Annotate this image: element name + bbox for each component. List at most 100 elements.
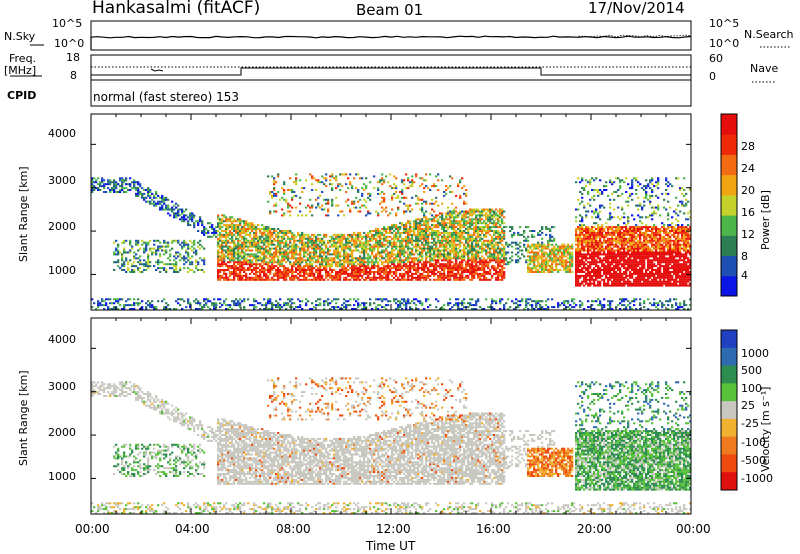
heatmap-cell [251, 249, 254, 252]
heatmap-cell [227, 255, 230, 258]
heatmap-cell [325, 235, 328, 238]
heatmap-cell [415, 237, 418, 240]
heatmap-cell [429, 304, 432, 307]
heatmap-cell [525, 298, 528, 301]
heatmap-cell [237, 230, 240, 232]
heatmap-cell [511, 300, 514, 303]
heatmap-cell [493, 249, 496, 252]
heatmap-cell [217, 214, 220, 217]
heatmap-cell [415, 226, 418, 229]
heatmap-cell [331, 198, 334, 201]
heatmap-cell [111, 302, 114, 305]
heatmap-cell [441, 249, 444, 252]
heatmap-cell [355, 267, 358, 270]
heatmap-cell [443, 278, 446, 281]
heatmap-cell [231, 237, 234, 240]
heatmap-cell [499, 216, 502, 219]
heatmap-cell [369, 198, 372, 201]
heatmap-cell [407, 261, 410, 264]
heatmap-cell [245, 233, 248, 236]
heatmap-cell [255, 241, 258, 244]
heatmap-cell [287, 206, 290, 209]
heatmap-cell [447, 233, 450, 236]
heatmap-cell [287, 245, 290, 248]
heatmap-cell [423, 308, 426, 310]
heatmap-cell [121, 183, 124, 186]
heatmap-cell [121, 187, 124, 190]
heatmap-cell [477, 230, 480, 232]
heatmap-cell [401, 308, 404, 310]
heatmap-cell [393, 259, 396, 262]
heatmap-cell [497, 226, 500, 229]
heatmap-cell [371, 245, 374, 248]
heatmap-cell [203, 259, 206, 262]
heatmap-cell [293, 181, 296, 184]
heatmap-cell [433, 202, 436, 205]
heatmap-cell [199, 308, 202, 310]
heatmap-cell [229, 271, 232, 273]
heatmap-cell [115, 300, 118, 303]
heatmap-cell [387, 253, 390, 256]
heatmap-cell [387, 300, 390, 303]
heatmap-cell [441, 259, 444, 262]
heatmap-cell [449, 224, 452, 227]
heatmap-cell [159, 202, 162, 205]
heatmap-cell [257, 228, 260, 230]
heatmap-cell [363, 306, 366, 309]
heatmap-cell [399, 249, 402, 252]
heatmap-cell [305, 302, 308, 305]
heatmap-cell [395, 196, 398, 199]
heatmap-cell [187, 302, 190, 305]
heatmap-cell [471, 278, 474, 281]
heatmap-cell [305, 304, 308, 307]
heatmap-cell [269, 241, 272, 244]
heatmap-cell [435, 230, 438, 232]
heatmap-cell [433, 249, 436, 252]
heatmap-cell [495, 224, 498, 227]
heatmap-cell [541, 308, 544, 310]
heatmap-cell [281, 196, 284, 199]
heatmap-cell [291, 189, 294, 191]
heatmap-cell [273, 230, 276, 232]
heatmap-cell [179, 298, 182, 301]
heatmap-cell [275, 251, 278, 254]
heatmap-cell [469, 278, 472, 281]
heatmap-cell [447, 259, 450, 262]
heatmap-cell [539, 233, 542, 236]
heatmap-cell [365, 276, 368, 279]
heatmap-cell [431, 185, 434, 188]
heatmap-cell [335, 249, 338, 252]
heatmap-cell [495, 269, 498, 271]
heatmap-cell [417, 249, 420, 252]
heatmap-cell [343, 265, 346, 268]
heatmap-cell [255, 265, 258, 268]
heatmap-cell [185, 249, 188, 252]
heatmap-cell [457, 272, 460, 275]
heatmap-cell [269, 233, 272, 236]
heatmap-cell [345, 272, 348, 275]
heatmap-cell [485, 298, 488, 301]
heatmap-cell [365, 206, 368, 209]
heatmap-cell [329, 241, 332, 244]
heatmap-cell [457, 263, 460, 266]
heatmap-cell [419, 267, 422, 270]
heatmap-cell [387, 235, 390, 238]
heatmap-cell [225, 298, 228, 301]
heatmap-cell [475, 218, 478, 221]
heatmap-cell [363, 269, 366, 271]
heatmap-cell [431, 198, 434, 201]
heatmap-cell [475, 251, 478, 254]
heatmap-cell [181, 257, 184, 260]
heatmap-cell [275, 194, 278, 197]
heatmap-cell [429, 274, 432, 277]
heatmap-cell [299, 241, 302, 244]
heatmap-cell [339, 251, 342, 254]
heatmap-cell [473, 239, 476, 242]
heatmap-cell [351, 269, 354, 271]
heatmap-cell [225, 263, 228, 266]
heatmap-cell [113, 181, 116, 184]
heatmap-cell [343, 251, 346, 254]
heatmap-cell [173, 271, 176, 273]
heatmap-cell [511, 226, 514, 229]
heatmap-cell [469, 237, 472, 240]
